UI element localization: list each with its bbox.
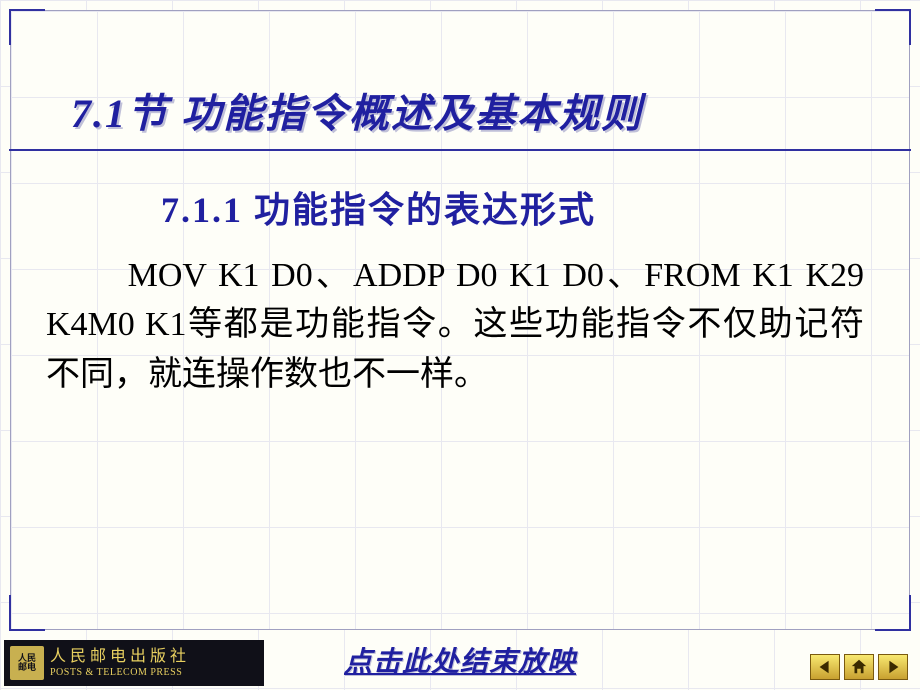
nav-next-button[interactable] [878, 654, 908, 680]
end-slideshow-link[interactable]: 点击此处结束放映 [344, 640, 576, 680]
triangle-left-icon [816, 658, 834, 676]
nav-prev-button[interactable] [810, 654, 840, 680]
corner-decoration-tr [875, 9, 911, 45]
triangle-right-icon [884, 658, 902, 676]
publisher-name-en: POSTS & TELECOM PRESS [50, 667, 190, 679]
home-icon [850, 658, 868, 676]
body-content: MOV K1 D0、ADDP D0 K1 D0、FROM K1 K29 K4M0… [46, 257, 864, 393]
section-title: 7.1节 功能指令概述及基本规则 [71, 81, 643, 139]
publisher-badge: 人民邮电 人民邮电出版社 POSTS & TELECOM PRESS [4, 640, 264, 686]
publisher-name-cn: 人民邮电出版社 [50, 647, 190, 666]
corner-decoration-tl [9, 9, 45, 45]
body-text: MOV K1 D0、ADDP D0 K1 D0、FROM K1 K29 K4M0… [46, 251, 864, 399]
slide-frame: 7.1节 功能指令概述及基本规则 7.1.1 功能指令的表达形式 MOV K1 … [10, 10, 910, 630]
nav-buttons [810, 654, 908, 680]
title-underline [9, 149, 911, 151]
corner-decoration-br [875, 595, 911, 631]
corner-decoration-bl [9, 595, 45, 631]
footer: 人民邮电 人民邮电出版社 POSTS & TELECOM PRESS 点击此处结… [0, 632, 920, 690]
subsection-title: 7.1.1 功能指令的表达形式 [161, 181, 596, 233]
publisher-logo-icon: 人民邮电 [10, 646, 44, 680]
nav-home-button[interactable] [844, 654, 874, 680]
